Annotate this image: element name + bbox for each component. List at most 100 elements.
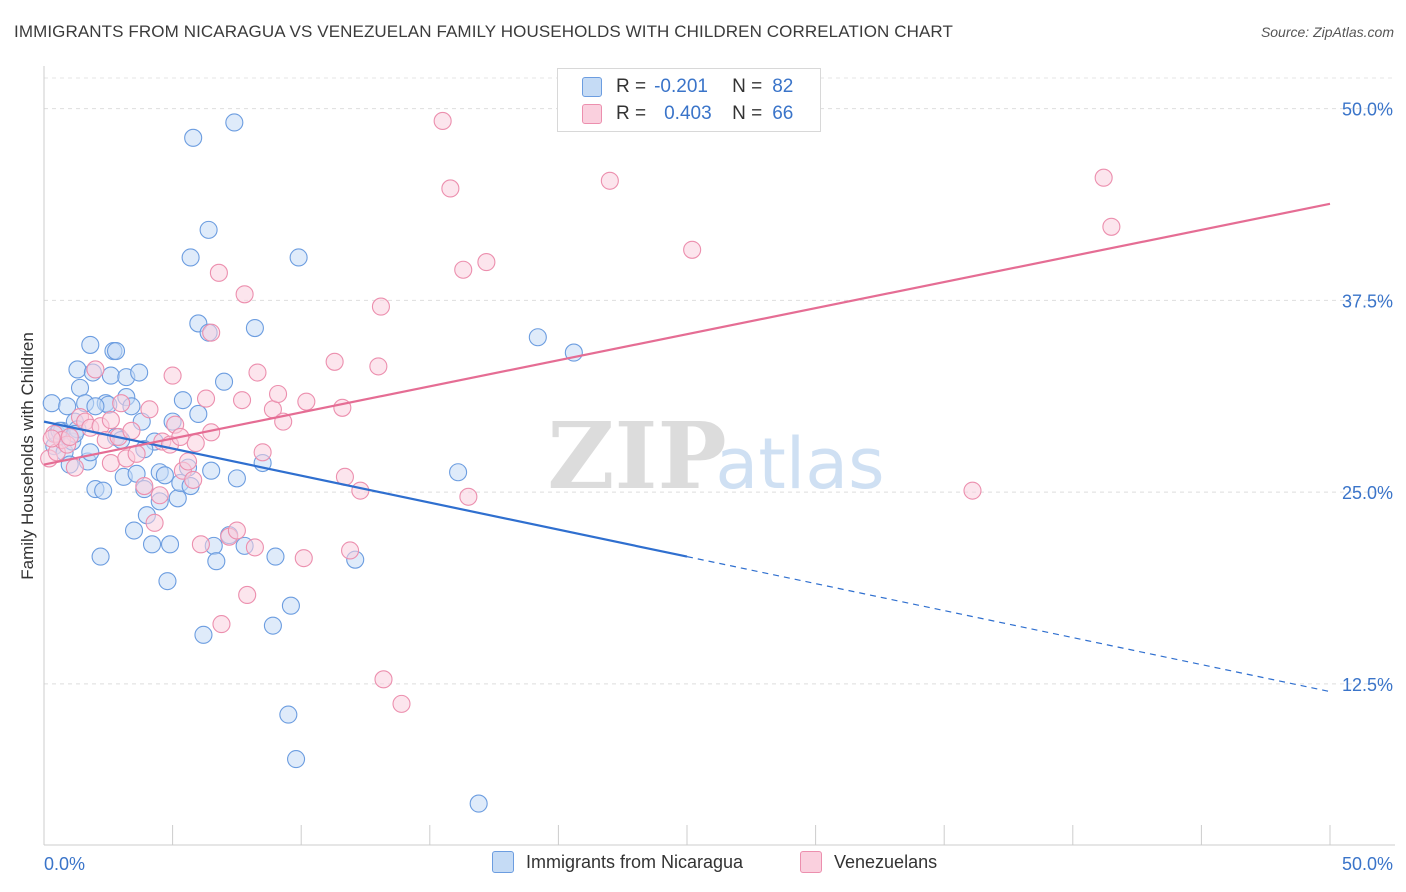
data-point-venezuelans	[235, 285, 254, 304]
data-point-venezuelans	[135, 476, 154, 496]
data-point-venezuelans	[325, 352, 344, 371]
data-point-venezuelans	[600, 171, 619, 190]
watermark: ZIP atlas	[547, 402, 884, 510]
data-point-venezuelans	[371, 297, 390, 316]
bottom-legend-label: Venezuelans	[834, 851, 938, 872]
legend-n-value: 66	[772, 103, 794, 124]
data-point-venezuelans	[191, 535, 210, 554]
data-point-nicaragua	[130, 363, 149, 382]
data-point-nicaragua	[81, 443, 100, 462]
y-tick-label: 25.0%	[1342, 483, 1393, 503]
data-point-venezuelans	[253, 443, 272, 462]
bottom-legend-swatch-nicaragua	[492, 851, 514, 873]
data-point-venezuelans	[150, 486, 169, 505]
legend-n-label: N =	[732, 103, 763, 124]
legend-r-label: R =	[616, 103, 647, 124]
data-point-venezuelans	[294, 549, 313, 568]
bottom-legend-nicaragua: Immigrants from Nicaragua	[492, 851, 743, 873]
data-point-venezuelans	[963, 481, 982, 500]
legend-swatch-venezuelans	[582, 104, 602, 124]
data-point-nicaragua	[168, 489, 187, 508]
series-venezuelans	[40, 111, 1121, 713]
data-point-nicaragua	[124, 521, 144, 540]
data-point-nicaragua	[106, 342, 126, 361]
bottom-legend-venezuelans: Venezuelans	[800, 851, 937, 873]
data-point-venezuelans	[101, 453, 120, 473]
legend-row-venezuelans: R = 0.403 N = 66	[582, 102, 793, 126]
watermark-atlas: atlas	[715, 423, 884, 505]
data-point-nicaragua	[142, 535, 162, 554]
data-point-venezuelans	[351, 481, 370, 500]
data-point-venezuelans	[433, 111, 452, 131]
data-point-venezuelans	[163, 366, 182, 385]
legend-n-value: 82	[772, 76, 794, 97]
data-point-venezuelans	[232, 391, 252, 410]
data-point-nicaragua	[189, 404, 208, 423]
data-point-nicaragua	[86, 397, 105, 416]
data-point-nicaragua	[94, 481, 113, 500]
data-point-nicaragua	[101, 366, 120, 385]
data-point-nicaragua	[155, 466, 174, 485]
data-point-venezuelans	[145, 513, 164, 532]
data-point-venezuelans	[184, 470, 203, 489]
data-point-venezuelans	[101, 411, 120, 430]
data-point-nicaragua	[158, 572, 177, 591]
source-label: Source: ZipAtlas.com	[1260, 24, 1394, 40]
tick-labels: 12.5% 25.0% 37.5% 50.0% 0.0% 50.0%	[44, 100, 1393, 874]
data-point-nicaragua	[245, 318, 264, 338]
data-point-nicaragua	[263, 616, 282, 635]
data-point-nicaragua	[42, 394, 61, 413]
stats-legend: R = -0.201 N = 82 R = 0.403 N = 66	[557, 68, 821, 132]
data-point-nicaragua	[181, 248, 200, 267]
y-tick-label: 12.5%	[1342, 675, 1393, 695]
legend-swatch-nicaragua	[582, 77, 602, 97]
legend-r-label: R =	[616, 76, 647, 97]
trend-lines	[43, 202, 1331, 693]
data-point-nicaragua	[207, 552, 226, 571]
data-point-nicaragua	[289, 248, 308, 267]
data-point-venezuelans	[212, 615, 231, 634]
data-point-venezuelans	[245, 538, 264, 557]
data-point-nicaragua	[279, 705, 298, 724]
trend-line-nicaragua-extension	[686, 556, 1331, 693]
data-point-venezuelans	[227, 521, 246, 540]
trend-line-nicaragua	[43, 420, 688, 558]
data-point-nicaragua	[184, 128, 203, 147]
data-point-venezuelans	[683, 240, 702, 259]
data-point-venezuelans	[459, 487, 478, 506]
data-point-nicaragua	[173, 391, 192, 410]
data-point-venezuelans	[140, 400, 159, 419]
trend-line-venezuelans	[43, 202, 1331, 466]
data-point-venezuelans	[392, 694, 411, 713]
data-point-venezuelans	[369, 357, 388, 376]
y-tick-label: 50.0%	[1342, 100, 1393, 120]
data-point-venezuelans	[238, 585, 257, 605]
data-point-venezuelans	[112, 394, 131, 413]
x-tick-label: 0.0%	[44, 854, 85, 874]
data-point-venezuelans	[186, 434, 205, 453]
data-point-nicaragua	[70, 378, 90, 397]
data-point-nicaragua	[266, 547, 285, 566]
data-point-nicaragua	[287, 750, 306, 769]
data-point-nicaragua	[225, 113, 244, 132]
data-point-nicaragua	[281, 596, 300, 615]
data-point-venezuelans	[1102, 217, 1121, 236]
data-point-venezuelans	[297, 392, 316, 411]
legend-row-nicaragua: R = -0.201 N = 82	[582, 75, 793, 99]
data-point-nicaragua	[469, 794, 488, 813]
data-point-venezuelans	[196, 389, 216, 408]
data-point-venezuelans	[42, 429, 61, 448]
data-point-venezuelans	[60, 427, 79, 447]
data-point-venezuelans	[178, 452, 198, 471]
data-point-nicaragua	[449, 463, 468, 482]
data-point-nicaragua	[194, 625, 213, 644]
data-point-nicaragua	[58, 397, 77, 416]
bottom-legend-label: Immigrants from Nicaragua	[526, 851, 744, 872]
data-point-nicaragua	[528, 328, 547, 347]
data-point-venezuelans	[248, 363, 267, 382]
data-point-venezuelans	[1094, 168, 1113, 187]
data-point-nicaragua	[91, 547, 110, 566]
legend-r-value: -0.201	[654, 76, 708, 97]
data-point-venezuelans	[65, 458, 84, 477]
